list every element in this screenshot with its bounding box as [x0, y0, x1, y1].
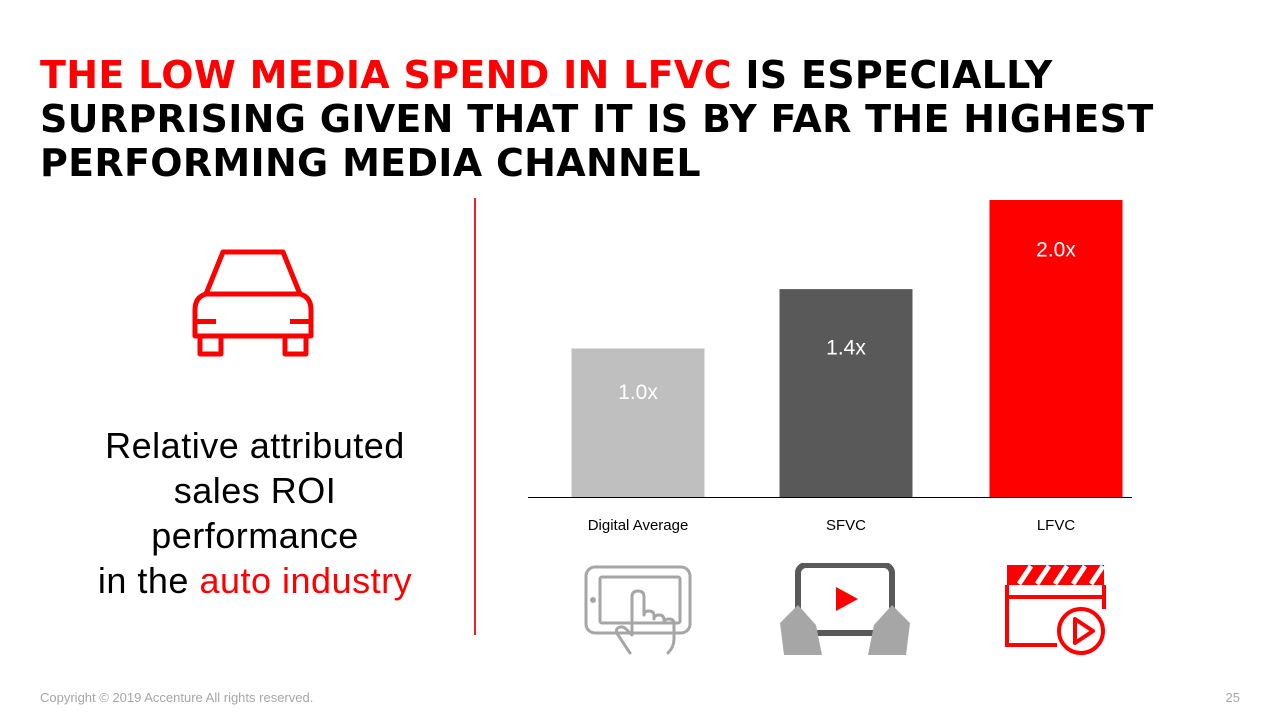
bar-1 — [571, 348, 705, 497]
caption-line-2: sales ROI — [173, 470, 337, 511]
tablet-touch-icon — [584, 565, 692, 655]
copyright-footer: Copyright © 2019 Accenture All rights re… — [40, 690, 314, 705]
caption-line-3: performance — [151, 515, 359, 556]
caption-line-4: in the auto industry — [60, 558, 450, 603]
title-rest: IS ESPECIALLY SURPRISING GIVEN THAT IT I… — [40, 53, 1154, 185]
caption-highlight: auto industry — [199, 560, 413, 601]
caption-line-1: Relative attributed — [105, 425, 405, 466]
vertical-divider — [474, 198, 476, 635]
bar-value-label-3: 2.0x — [1036, 239, 1076, 262]
bar-value-label-1: 1.0x — [618, 381, 658, 404]
car-icon — [192, 249, 314, 357]
category-label-2: SFVC — [826, 517, 866, 534]
category-label-3: LFVC — [1037, 517, 1076, 534]
category-label-1: Digital Average — [588, 517, 689, 534]
page-number: 25 — [1225, 690, 1240, 705]
title-highlight: THE LOW MEDIA SPEND IN LFVC — [40, 53, 732, 97]
tablet-video-icon — [780, 563, 910, 655]
slide-title: THE LOW MEDIA SPEND IN LFVC IS ESPECIALL… — [40, 53, 1260, 185]
bar-3 — [989, 200, 1123, 497]
bar-value-label-2: 1.4x — [826, 337, 866, 360]
roi-bar-chart: 1.0x Digital Average 1.4x SFVC 2.0x LFVC — [528, 200, 1132, 534]
chart-caption: Relative attributed sales ROI performanc… — [60, 423, 450, 603]
video-clapper-icon — [1005, 564, 1106, 655]
caption-prefix: in the — [97, 560, 200, 601]
bar-2 — [779, 289, 913, 497]
